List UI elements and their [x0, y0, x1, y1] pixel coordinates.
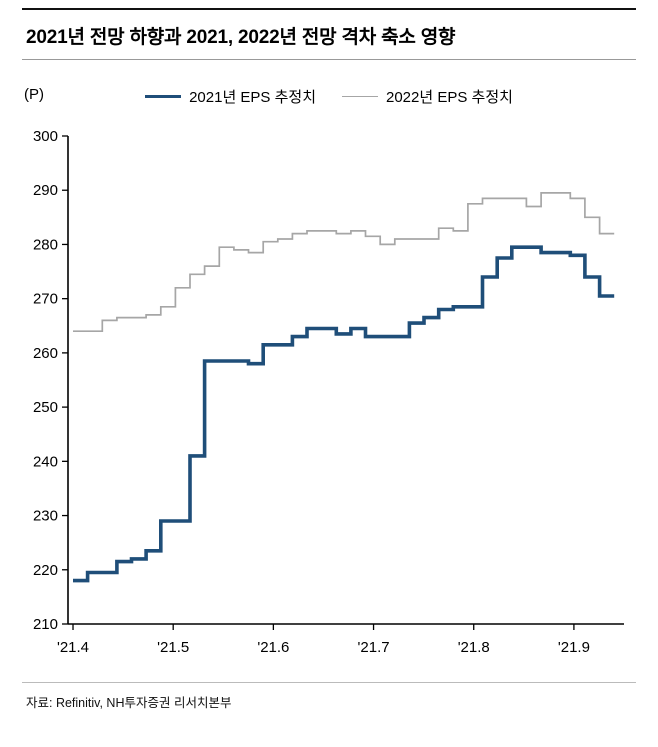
top-rule: [22, 8, 636, 10]
x-tick-label: '21.9: [558, 639, 590, 656]
x-tick-label: '21.4: [57, 639, 89, 656]
legend-label-2022: 2022년 EPS 추정치: [386, 89, 513, 106]
y-tick-label: 300: [33, 128, 58, 145]
title-rule: [22, 59, 636, 60]
x-tick-label: '21.8: [458, 639, 490, 656]
source-note: 자료: Refinitiv, NH투자증권 리서치본부: [26, 696, 232, 710]
legend-line-sample-2021: [145, 95, 182, 98]
series-line-2022: [73, 192, 615, 333]
y-tick-label: 240: [33, 453, 58, 470]
y-tick-label: 250: [33, 399, 58, 416]
x-tick-label: '21.5: [157, 639, 189, 656]
y-tick-label: 270: [33, 291, 58, 308]
legend: 2021년 EPS 추정치 2022년 EPS 추정치: [22, 86, 636, 107]
y-tick-label: 290: [33, 182, 58, 199]
chart-title: 2021년 전망 하향과 2021, 2022년 전망 격차 축소 영향: [26, 27, 456, 48]
y-tick-label: 280: [33, 236, 58, 253]
eps-estimate-line-chart: 210 220 230 240 250 260 270 280 290 300 '21.4 '21.5…: [33, 128, 624, 656]
y-axis-unit-label: (P): [24, 86, 44, 103]
x-tick-label: '21.6: [257, 639, 289, 656]
x-tick-label: '21.7: [358, 639, 390, 656]
chart-meta-row: (P) 2021년 EPS 추정치 2022년 EPS 추정치: [22, 82, 636, 116]
y-tick-label: 220: [33, 562, 58, 579]
series-line-2021: [73, 245, 615, 583]
y-tick-label: 230: [33, 508, 58, 525]
footer-rule: [22, 682, 636, 683]
legend-label-2021: 2021년 EPS 추정치: [189, 89, 316, 106]
legend-item-2021: 2021년 EPS 추정치: [145, 86, 316, 107]
legend-item-2022: 2022년 EPS 추정치: [342, 86, 513, 107]
legend-line-sample-2022: [342, 96, 378, 97]
y-tick-label: 210: [33, 616, 58, 633]
y-tick-label: 260: [33, 345, 58, 362]
